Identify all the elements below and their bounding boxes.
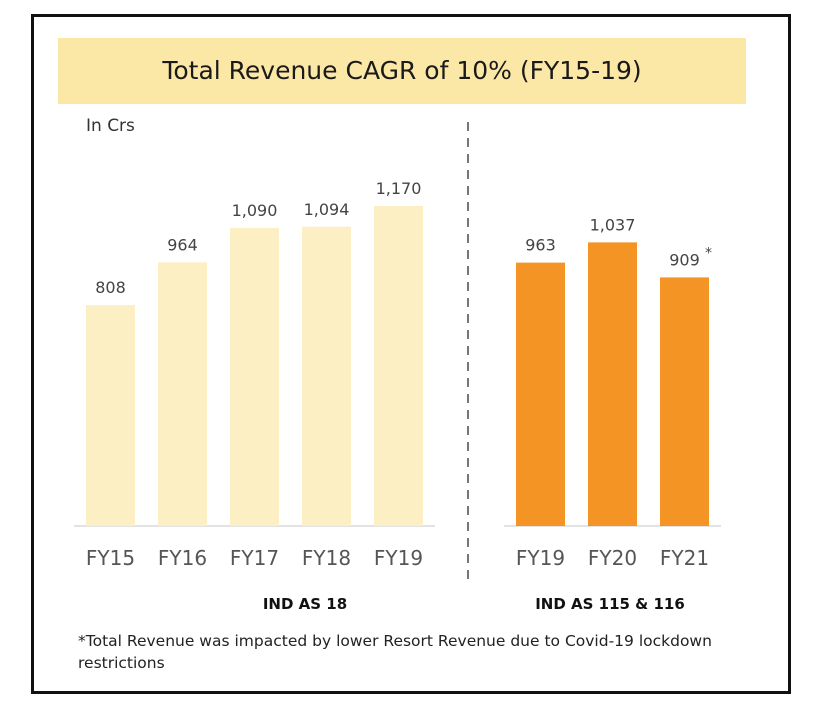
bar-fy20	[588, 242, 637, 526]
x-tick-label: FY19	[516, 546, 565, 570]
bar-fy15	[86, 305, 135, 526]
bar-fy19	[516, 262, 565, 526]
data-label: 909	[669, 250, 700, 269]
group-label-ind-as-115-116: IND AS 115 & 116	[535, 595, 685, 613]
group-label-ind-as-18: IND AS 18	[262, 595, 348, 613]
x-tick-label: FY21	[660, 546, 709, 570]
x-tick-label: FY19	[374, 546, 423, 570]
x-tick-label: FY17	[230, 546, 279, 570]
data-label: 1,094	[304, 200, 350, 219]
data-label: 1,170	[376, 179, 422, 198]
footnote-marker: *	[705, 245, 712, 261]
unit-label: In Crs	[86, 116, 135, 136]
data-label: 1,037	[590, 215, 636, 234]
chart-title: Total Revenue CAGR of 10% (FY15-19)	[162, 56, 642, 85]
x-tick-label: FY16	[158, 546, 207, 570]
bar-fy21	[660, 277, 709, 526]
bar-fy16	[158, 262, 207, 526]
title-band	[58, 38, 746, 104]
bar-fy19	[374, 206, 423, 526]
x-tick-label: FY20	[588, 546, 637, 570]
bar-fy17	[230, 227, 279, 526]
data-label: 964	[167, 235, 198, 254]
data-label: 1,090	[232, 201, 278, 220]
data-label: 808	[95, 278, 126, 297]
footnote: *Total Revenue was impacted by lower Res…	[78, 632, 712, 672]
data-label: 963	[525, 236, 556, 255]
bar-fy18	[302, 226, 351, 526]
x-tick-label: FY15	[86, 546, 135, 570]
x-tick-label: FY18	[302, 546, 351, 570]
